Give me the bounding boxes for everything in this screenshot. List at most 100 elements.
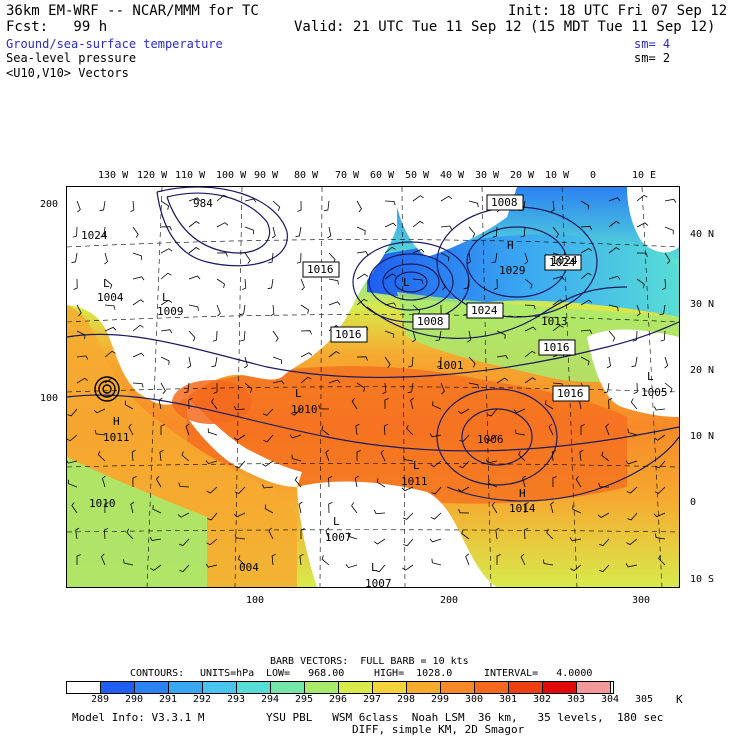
wind-barb [466,252,471,265]
wind-barb [271,553,276,566]
colorbar-label: 303 [566,694,586,705]
wind-barb [636,304,641,317]
wind-barb [653,512,666,518]
wind-barb [216,222,229,228]
wind-barb [272,356,282,365]
weather-map: 1008 1016 1024 1016 1008 1024 1016 1016 … [66,186,680,588]
wind-barb [601,451,610,462]
wind-barb [272,330,279,342]
wind-barb [345,564,358,569]
wind-barb [188,398,193,410]
wind-barb [289,434,302,439]
longitude-tick: 70 W [335,170,360,181]
field-wind-label: <U10,V10> Vectors [6,66,129,80]
colorbar-swatch [135,682,169,693]
wind-barb [347,532,358,540]
wind-barb [403,538,414,547]
wind-barb [408,356,414,368]
wind-barb [181,451,190,462]
latitude-tick: 30 N [690,299,715,310]
wind-barb [552,276,565,281]
wind-barb [608,247,620,254]
wind-barb [76,330,86,340]
wind-barb [412,278,424,284]
pressure-center-l: L [371,561,378,574]
wind-barb [160,226,172,231]
wind-barb [659,304,666,316]
wind-barb [412,220,424,228]
pressure-value: 1014 [509,502,536,515]
wind-barb [440,382,445,395]
pressure-center-l: L [333,515,340,528]
model-diffusion: DIFF, simple KM, 2D Smagor [352,723,525,736]
wind-barb [240,330,246,342]
wind-barb [383,423,389,436]
wind-barb [430,460,442,468]
wind-barb [261,484,274,489]
wind-barb [411,330,416,343]
wind-barb [608,304,619,312]
contours-high: HIGH= 1028.0 [374,668,453,679]
left-axis-tick: 200 [40,199,59,210]
barb-vectors-info: BARB VECTORS: FULL BARB = 10 kts [270,656,469,667]
contours-units: UNITS=hPa [200,668,255,679]
wind-barb [160,356,170,365]
wind-barb [206,486,218,494]
pressure-value: 984 [193,197,213,210]
wind-barb [149,536,162,541]
wind-barb [237,555,246,566]
wind-barb [356,273,369,280]
latitude-tick: 40 N [690,229,715,240]
wind-barb [384,330,394,339]
wind-barb [597,512,610,518]
latitude-tick: 10 N [690,431,715,442]
colorbar-label: 292 [192,694,212,705]
wind-barb [239,304,246,316]
wind-barb [572,505,582,514]
wind-barb [267,278,274,290]
wind-barb [132,352,145,358]
wind-barb [550,200,555,213]
wind-barb [625,460,638,465]
wind-barb [264,504,274,514]
wind-barb [599,564,610,573]
wind-barb [104,502,109,514]
wind-barb [608,197,621,202]
wind-barb [664,226,674,235]
colorbar-swatch [441,682,475,693]
wind-barb [524,326,537,332]
wind-barb [552,476,557,488]
wind-barb [384,302,397,307]
wind-barb [654,533,666,540]
wind-barb [178,538,190,547]
wind-barb [661,278,667,291]
colorbar-label: 302 [532,694,552,705]
contours-interval: INTERVAL= 4.0000 [484,668,593,679]
south-america-land [297,481,497,587]
wind-barb [544,400,554,410]
wind-barb [132,476,137,488]
latitude-tick: 10 S [690,574,715,585]
wind-barb [580,272,592,280]
wind-barb [328,301,341,306]
longitude-tick: 10 E [632,170,657,181]
wind-barb [658,554,666,566]
wind-barb [575,475,582,488]
wind-barb [491,252,498,264]
wind-barb [606,356,611,369]
wind-barb [328,278,339,285]
sst-colorbar: 289 290 291 292 293 294 295 296 297 298 299 300 301 3… [66,681,661,706]
wind-barb [272,200,281,211]
wind-barb [495,527,500,540]
wind-barb [160,382,166,395]
wind-barb [263,434,274,443]
wind-barb [71,502,78,514]
wind-barb [188,197,201,202]
wind-barb [300,304,309,314]
pressure-center-l: L [295,387,302,400]
colorbar-swatch [407,682,441,693]
wind-barb [524,502,529,514]
wind-barb [488,479,498,488]
wind-barb [188,275,201,280]
wind-barb [268,252,274,264]
